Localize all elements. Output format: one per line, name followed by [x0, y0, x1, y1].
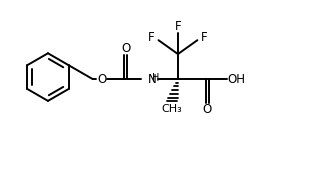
Text: F: F	[175, 20, 181, 33]
Text: O: O	[203, 103, 212, 116]
Text: H: H	[152, 73, 159, 83]
Text: O: O	[121, 42, 131, 55]
Text: F: F	[148, 31, 155, 44]
Text: N: N	[148, 73, 157, 86]
Text: O: O	[97, 73, 106, 86]
Text: CH₃: CH₃	[162, 104, 182, 114]
Text: F: F	[201, 31, 208, 44]
Text: OH: OH	[227, 73, 245, 86]
